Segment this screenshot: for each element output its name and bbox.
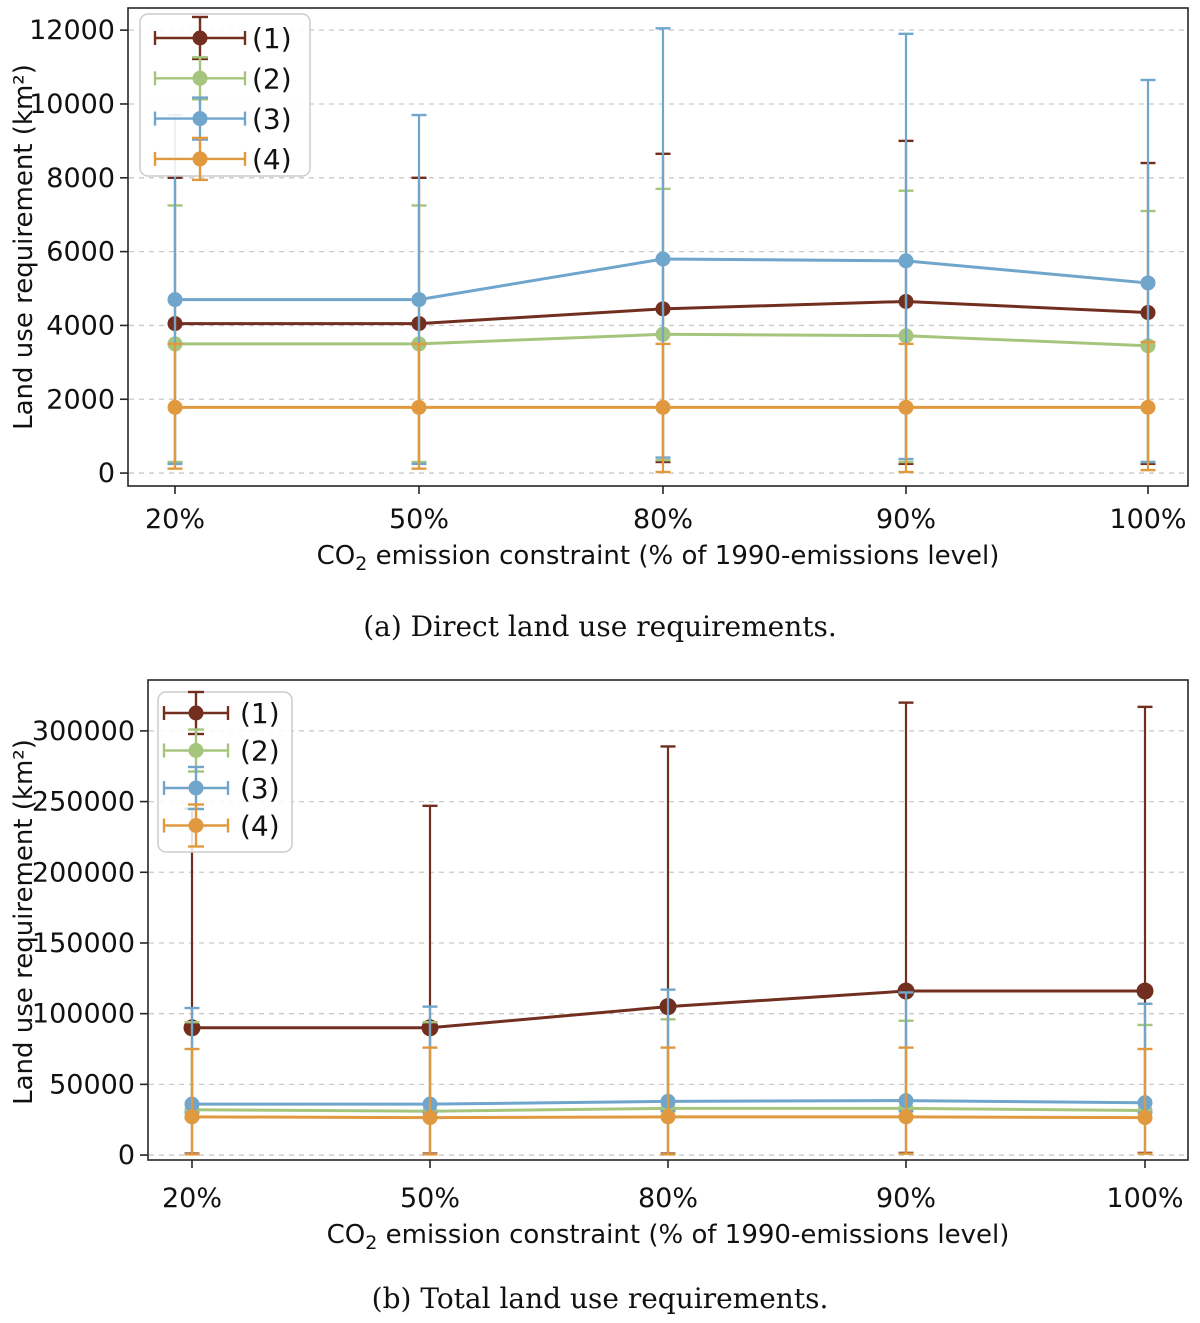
plot-border — [147, 679, 1189, 1161]
legend-item-(1): (1) — [153, 15, 292, 61]
data-point — [898, 253, 914, 269]
x-tick-label: 50% — [400, 1183, 460, 1214]
legend-box — [139, 13, 311, 177]
y-tick-label: 2000 — [46, 384, 115, 415]
legend-marker — [192, 111, 208, 127]
legend-label: (3) — [240, 772, 280, 805]
data-point — [1137, 1110, 1153, 1126]
legend-item-(3): (3) — [153, 96, 292, 141]
x-tick-label: 100% — [1106, 1183, 1183, 1214]
plot-border — [127, 7, 1189, 487]
legend-box — [157, 691, 293, 853]
legend: (1) (2) (3) (4) — [157, 690, 293, 853]
legend-item-(3): (3) — [162, 765, 280, 811]
legend-item-(4): (4) — [162, 803, 280, 848]
y-tick-label: 6000 — [46, 237, 115, 268]
legend-marker — [188, 818, 204, 833]
y-tick-label: 12000 — [29, 15, 115, 46]
x-axis: 20% 50% 80% 90% 100% — [145, 486, 1187, 535]
data-point — [184, 1109, 200, 1125]
x-axis-title: CO2 emission constraint (% of 1990-emiss… — [327, 1220, 1010, 1254]
legend-item-(1): (1) — [162, 690, 280, 736]
x-tick-label: 90% — [876, 1183, 936, 1214]
data-point — [167, 292, 183, 308]
x-axis-title: CO2 emission constraint (% of 1990-emiss… — [317, 541, 1000, 575]
chart-a-caption: (a) Direct land use requirements. — [363, 610, 837, 643]
y-axis: 0 2000 4000 6000 8000 10000 12000 — [29, 15, 128, 489]
x-tick-label: 20% — [162, 1183, 222, 1214]
x-tick-label: 90% — [876, 504, 936, 535]
y-tick-label: 0 — [118, 1140, 135, 1171]
series-(4) — [167, 340, 1156, 474]
y-tick-label: 300000 — [32, 716, 135, 747]
data-point — [411, 292, 427, 308]
data-point — [898, 1109, 914, 1125]
legend-item-(2): (2) — [162, 728, 280, 773]
legend-marker — [188, 780, 204, 796]
legend: (1) (2) (3) (4) — [139, 13, 311, 182]
data-point — [897, 982, 915, 1000]
y-tick-label: 8000 — [46, 163, 115, 194]
x-tick-label: 20% — [145, 504, 205, 535]
legend-marker — [192, 151, 208, 167]
series-(4) — [184, 1046, 1153, 1156]
legend-label: (1) — [252, 22, 292, 55]
y-tick-label: 4000 — [46, 310, 115, 341]
data-point — [660, 1109, 676, 1125]
data-point — [655, 251, 671, 267]
data-point — [167, 399, 183, 415]
data-point — [422, 1110, 438, 1126]
data-point — [1140, 399, 1156, 415]
legend-label: (4) — [240, 810, 280, 843]
legend-label: (4) — [252, 143, 292, 176]
legend-label: (2) — [252, 62, 292, 95]
y-tick-label: 200000 — [32, 857, 135, 888]
x-tick-label: 80% — [633, 504, 693, 535]
gridlines — [129, 29, 1187, 474]
chart-b-total-land-use: 0 50000 100000 150000 200000 250000 300000 20% 5… — [9, 679, 1189, 1254]
gridlines — [149, 730, 1187, 1156]
legend-marker — [192, 30, 208, 46]
legend-label: (2) — [240, 735, 280, 768]
y-tick-label: 250000 — [32, 787, 135, 818]
data-point — [898, 399, 914, 415]
x-tick-label: 50% — [389, 504, 449, 535]
legend-label: (3) — [252, 103, 292, 136]
data-point — [655, 399, 671, 415]
legend-marker — [188, 705, 204, 721]
y-axis-title: Land use requirement (km²) — [9, 64, 39, 430]
y-tick-label: 100000 — [32, 999, 135, 1030]
y-tick-label: 10000 — [29, 89, 115, 120]
y-tick-label: 50000 — [49, 1069, 135, 1100]
legend-item-(4): (4) — [153, 136, 292, 182]
legend-item-(2): (2) — [153, 56, 292, 101]
x-axis: 20% 50% 80% 90% 100% — [162, 1160, 1184, 1214]
chart-a-direct-land-use: 0 2000 4000 6000 8000 10000 12000 20% 50% 80% 90% 1… — [9, 7, 1189, 575]
y-axis-title: Land use requirement (km²) — [9, 739, 39, 1105]
legend-label: (1) — [240, 697, 280, 730]
y-axis: 0 50000 100000 150000 200000 250000 300000 — [32, 716, 148, 1171]
series-(3) — [167, 27, 1156, 466]
data-point — [1140, 275, 1156, 291]
chart-b-caption: (b) Total land use requirements. — [371, 1282, 829, 1315]
legend-marker — [188, 743, 204, 758]
data-point — [411, 399, 427, 415]
legend-marker — [192, 70, 208, 86]
x-tick-label: 100% — [1109, 504, 1186, 535]
x-tick-label: 80% — [638, 1183, 698, 1214]
y-tick-label: 0 — [98, 458, 115, 489]
data-point — [1136, 982, 1154, 1000]
y-tick-label: 150000 — [32, 928, 135, 959]
